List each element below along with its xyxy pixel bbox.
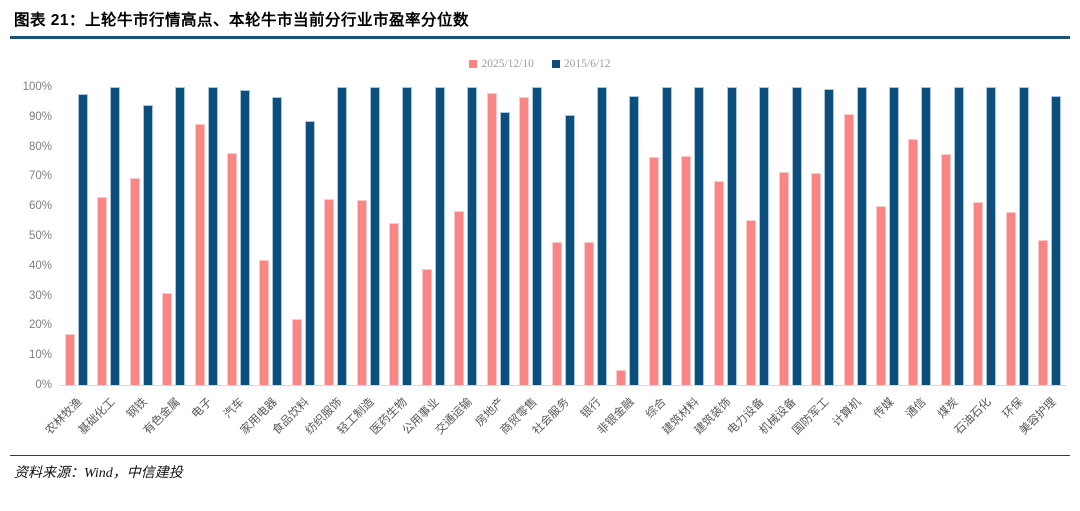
bar-2025-建筑材料 [681,155,692,385]
bar-2025-公用事业 [421,268,432,385]
bar-2015-电力设备 [759,87,770,385]
bar-2025-传媒 [876,206,887,385]
bar-2025-电子 [194,124,205,385]
y-axis-tick-label: 10% [28,349,52,362]
plot-area: 0% 10% 20% 30% 40% 50% 60% 70% 80% 90% 100% 农林牧渔 基础化… [23,81,1066,437]
bar-2015-电子 [207,87,218,385]
bar-2025-环保 [1005,212,1016,385]
bar-2015-银行 [596,87,607,385]
bar-2025-电力设备 [746,219,757,385]
bar-2025-社会服务 [551,241,562,385]
bar-2015-机械设备 [791,87,802,385]
bar-2015-建筑材料 [694,87,705,385]
y-axis-tick-label: 100% [22,81,52,93]
bar-2015-公用事业 [434,87,445,385]
bar-2025-汽车 [226,152,237,385]
bar-2025-房地产 [486,92,497,385]
legend-swatch-2025-icon [469,60,478,68]
legend-item-2025: 2025/12/10 [469,58,534,70]
bar-2015-轻工制造 [369,87,380,385]
bar-2025-轻工制造 [356,200,367,385]
y-axis-tick-label: 50% [28,230,52,242]
bar-2015-基础化工 [110,87,121,385]
source-note: 资料来源：Wind，中信建投 [14,466,183,481]
report-chart-page: { "header": { "title": "图表 21：上轮牛市行情高点、本… [0,12,1080,481]
bar-2015-国防军工 [824,88,835,385]
bar-2015-石油石化 [986,87,997,385]
bar-2015-煤炭 [953,87,964,385]
bar-2025-食品饮料 [291,319,302,385]
bar-2015-环保 [1018,87,1029,385]
bar-2015-有色金属 [175,87,186,385]
bar-2015-社会服务 [564,115,575,385]
y-axis-tick-label: 40% [28,259,52,272]
bar-2025-有色金属 [162,292,173,385]
legend-label-2025: 2025/12/10 [481,58,534,70]
bar-2015-汽车 [239,89,250,385]
bar-2025-机械设备 [778,171,789,385]
bar-2015-医药生物 [402,87,413,385]
bar-2015-通信 [921,87,932,385]
y-axis-tick-label: 80% [28,140,52,153]
legend-item-2015: 2015/6/12 [551,58,611,70]
y-axis-tick-label: 90% [28,110,52,123]
bar-2025-煤炭 [940,154,951,385]
bar-2025-计算机 [843,113,854,385]
y-axis-tick-label: 30% [28,289,52,302]
legend-swatch-2015-icon [551,60,560,68]
bar-2025-农林牧渔 [64,334,75,385]
bar-2015-农林牧渔 [77,94,88,385]
title-divider [10,36,1070,39]
legend-label-2015: 2015/6/12 [563,58,611,70]
y-axis-tick-label: 70% [28,170,52,183]
bar-2025-非银金融 [616,370,627,385]
bar-2025-通信 [908,139,919,385]
bar-2015-钢铁 [142,104,153,385]
y-axis-tick-label: 20% [28,319,52,332]
y-axis-tick-label: 60% [28,200,52,213]
bar-2025-美容护理 [1038,240,1049,385]
bar-2025-家用电器 [259,259,270,385]
bar-2015-计算机 [856,87,867,385]
footer-divider [10,455,1070,456]
bar-2015-家用电器 [272,97,283,385]
bar-2015-商贸零售 [532,87,543,385]
bar-2025-钢铁 [129,177,140,385]
bar-2015-建筑装饰 [726,87,737,385]
bar-2025-基础化工 [97,197,108,385]
bar-2015-传媒 [889,87,900,385]
bar-2015-房地产 [499,112,510,385]
bar-2025-医药生物 [389,222,400,385]
bar-2015-美容护理 [1051,95,1062,385]
bar-2025-交通运输 [454,210,465,385]
bar-2025-建筑装饰 [713,180,724,385]
bar-2025-纺织服饰 [324,198,335,385]
bar-2025-综合 [648,157,659,385]
bar-2025-国防军工 [811,173,822,385]
chart-legend: 2025/12/10 2015/6/12 [0,58,1080,70]
bar-2025-银行 [583,241,594,385]
bar-2015-纺织服饰 [337,87,348,385]
bar-2025-石油石化 [973,201,984,385]
bar-2025-商贸零售 [519,97,530,385]
bar-2015-综合 [661,87,672,385]
bar-2015-非银金融 [629,95,640,385]
page-title: 图表 21：上轮牛市行情高点、本轮牛市当前分行业市盈率分位数 [14,12,470,29]
bar-2015-食品饮料 [304,121,315,385]
bar-2015-交通运输 [467,87,478,385]
y-axis-tick-label: 0% [35,379,52,391]
